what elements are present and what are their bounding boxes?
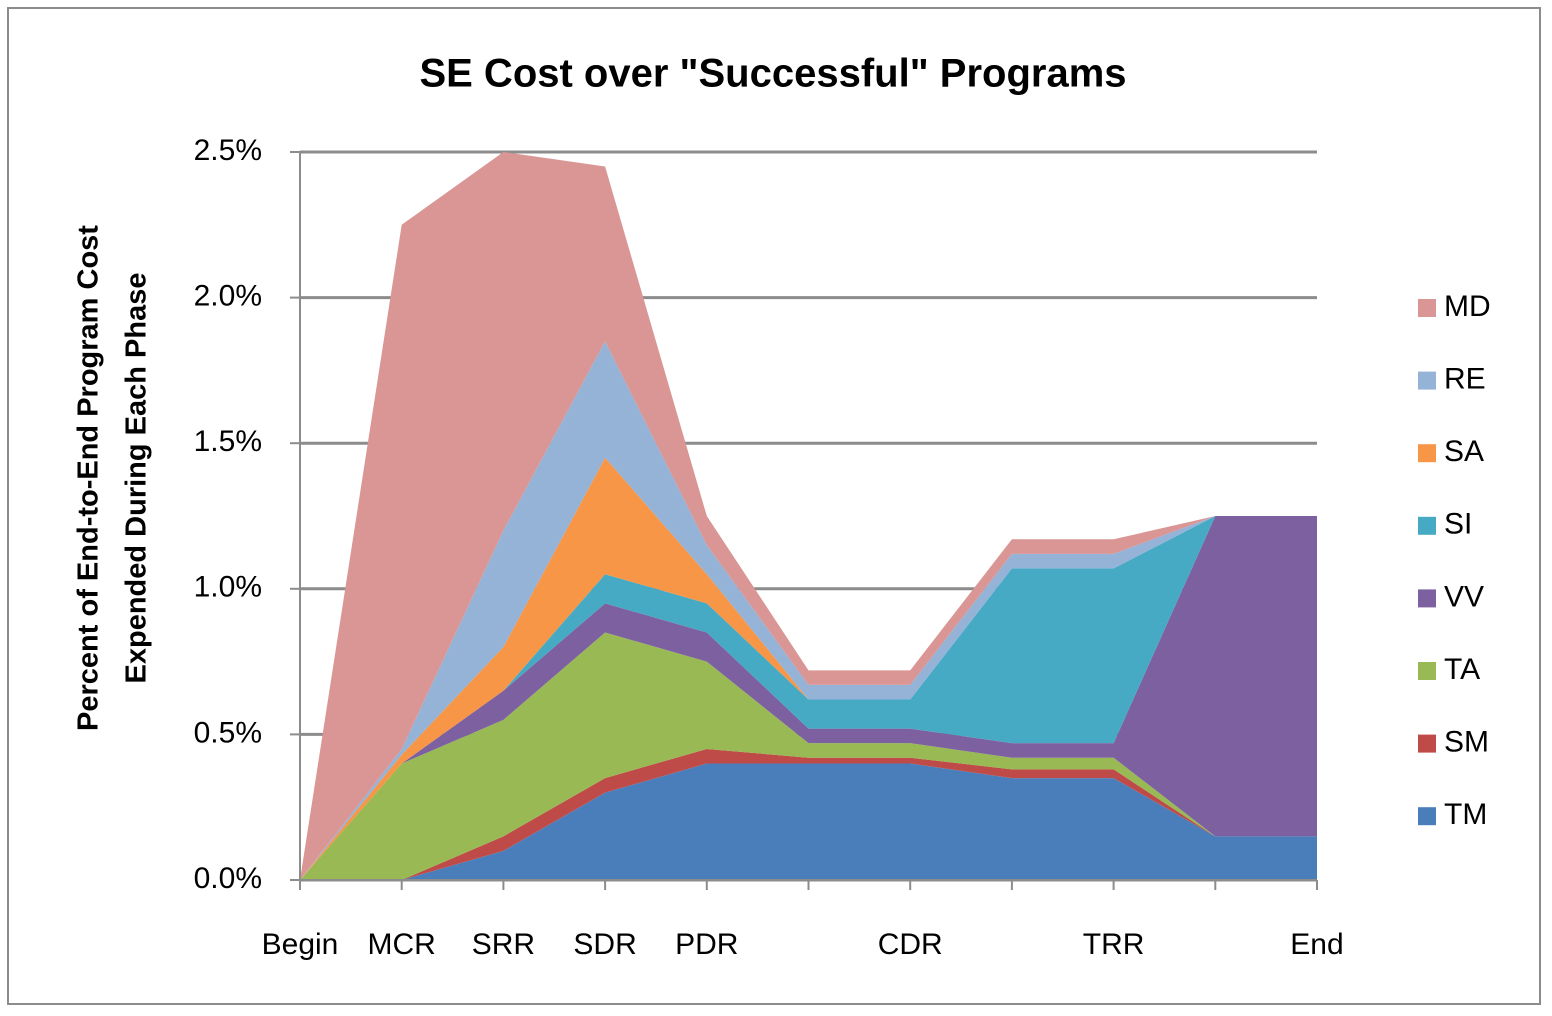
legend-swatch <box>1418 444 1436 463</box>
legend-swatch <box>1418 662 1436 680</box>
legend-label: SA <box>1444 435 1484 468</box>
legend-label: MD <box>1444 290 1491 323</box>
x-tick-label: Begin <box>262 928 339 961</box>
x-tick-label: TRR <box>1083 928 1145 961</box>
area <box>300 516 1317 880</box>
legend-label: TA <box>1444 653 1480 686</box>
x-tick-label: CDR <box>878 928 943 961</box>
area <box>300 341 1317 880</box>
x-tick-label: MCR <box>368 928 436 961</box>
legend-swatch <box>1418 807 1436 826</box>
legend-label: SM <box>1444 726 1489 759</box>
legend-swatch <box>1418 299 1436 317</box>
legend-label: VV <box>1444 580 1484 613</box>
x-tick-label: SDR <box>573 928 636 961</box>
area <box>300 152 1317 880</box>
area <box>300 763 1317 880</box>
x-tick-label: End <box>1290 928 1343 961</box>
y-tick-label: 0.0% <box>194 862 262 895</box>
legend-swatch <box>1418 589 1436 608</box>
x-tick-label: PDR <box>675 928 738 961</box>
y-tick-label: 2.0% <box>194 280 262 313</box>
y-tick-label: 2.5% <box>194 134 262 167</box>
legend-label: SI <box>1444 508 1472 541</box>
legend-swatch <box>1418 516 1436 535</box>
y-axis-label: Expended During Each Phase <box>121 273 153 684</box>
y-tick-label: 0.5% <box>194 716 262 749</box>
legend-label: TM <box>1444 798 1487 831</box>
y-tick-label: 1.5% <box>194 425 262 458</box>
area <box>300 632 1317 880</box>
area <box>300 516 1317 880</box>
area <box>300 457 1317 880</box>
x-tick-label: SRR <box>472 928 535 961</box>
legend-swatch <box>1418 371 1436 390</box>
legend-swatch <box>1418 734 1436 753</box>
y-tick-label: 1.0% <box>194 571 262 604</box>
legend-label: RE <box>1444 363 1486 396</box>
y-axis-label: Percent of End-to-End Program Cost <box>73 225 105 731</box>
chart-title: SE Cost over "Successful" Programs <box>419 52 1126 96</box>
